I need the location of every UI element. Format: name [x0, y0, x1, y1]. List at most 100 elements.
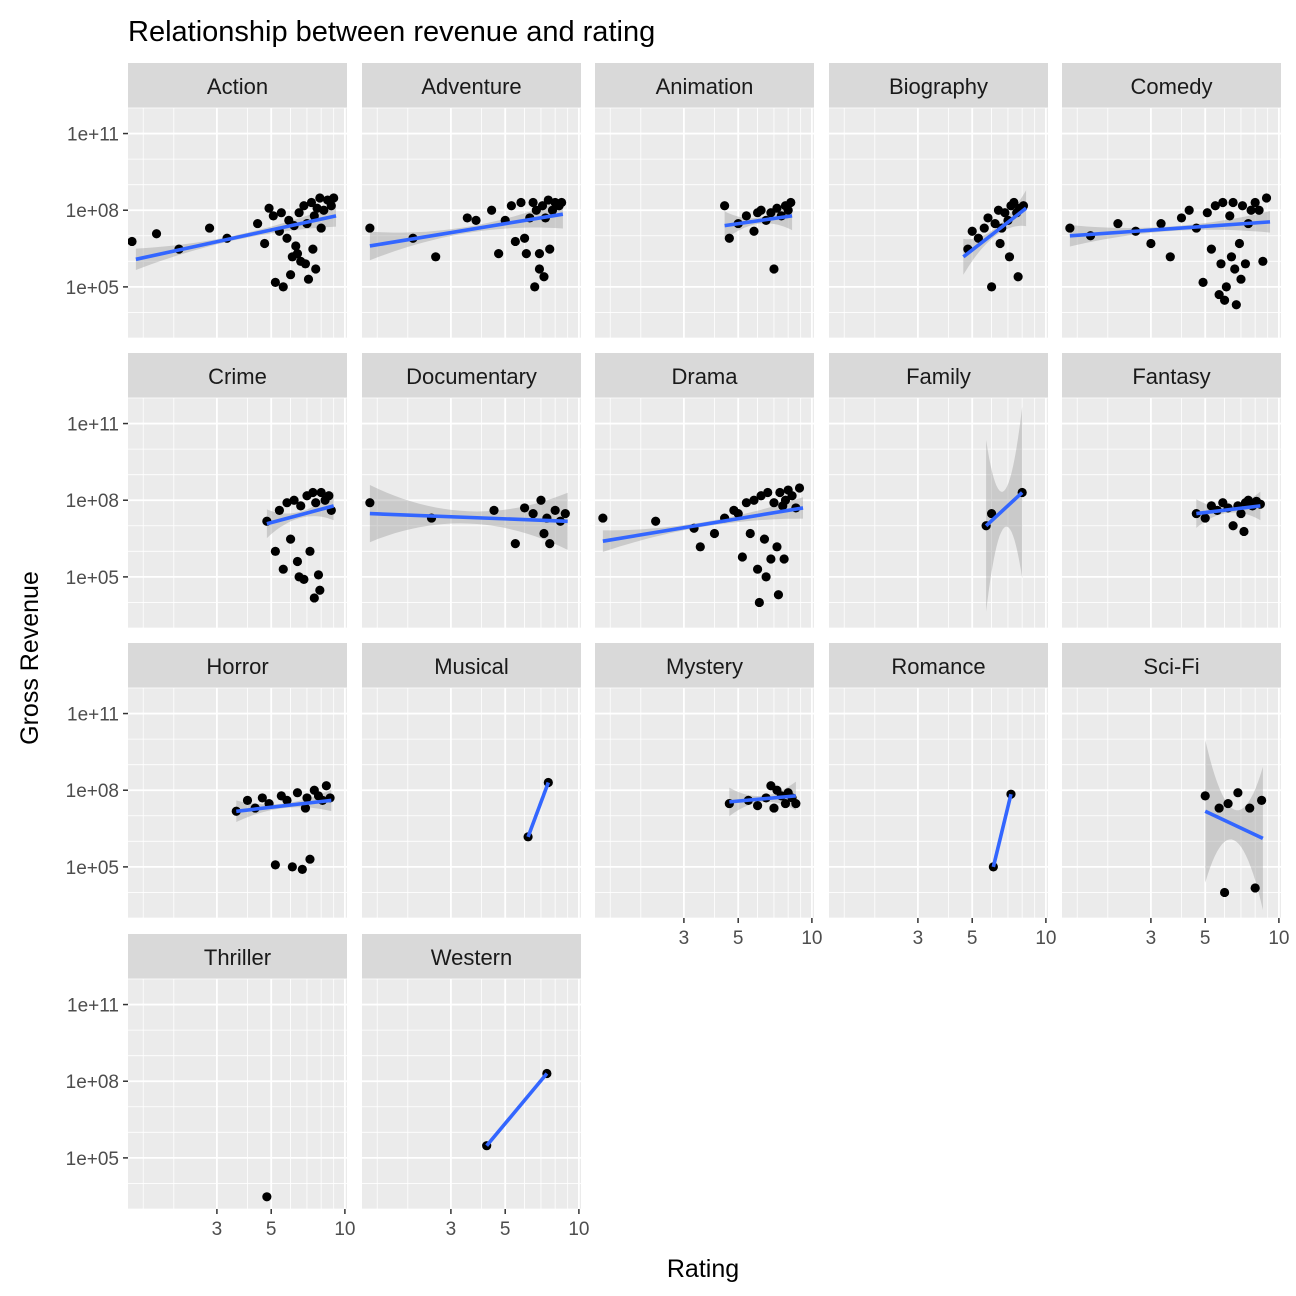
y-tick-label: 1e+11 — [67, 705, 119, 726]
data-point — [741, 211, 751, 221]
regression-line — [369, 511, 568, 524]
data-point — [598, 513, 608, 523]
data-point — [305, 546, 315, 556]
data-point — [365, 223, 375, 233]
facet-plot-area — [523, 777, 553, 842]
data-point — [1258, 256, 1268, 266]
data-point — [1230, 264, 1240, 274]
regression-line — [984, 491, 1024, 528]
facet-strip-label: Sci-Fi — [1143, 654, 1199, 679]
data-point — [311, 498, 321, 508]
data-point — [305, 854, 315, 864]
data-point — [292, 249, 303, 259]
facet-adventure: Adventure — [362, 63, 581, 339]
data-point — [995, 238, 1005, 249]
data-point — [506, 201, 517, 211]
data-point — [1198, 277, 1208, 287]
facet-strip-label: Family — [906, 364, 971, 389]
data-point — [289, 495, 299, 505]
data-point — [262, 1192, 272, 1202]
x-tick-label: 3 — [446, 1219, 457, 1240]
facet-strip — [362, 934, 581, 979]
data-point — [1239, 526, 1249, 537]
data-point — [431, 252, 441, 262]
data-point — [242, 795, 253, 805]
y-tick-label: 1e+05 — [66, 858, 119, 879]
data-point — [324, 491, 334, 501]
facet-panel-background — [829, 688, 1048, 918]
data-point — [231, 806, 241, 816]
data-point — [306, 197, 317, 208]
y-tick-label: 1e+11 — [67, 415, 119, 436]
data-point — [973, 233, 984, 243]
facet-plot-area — [262, 1192, 272, 1202]
facet-strip-label: Fantasy — [1132, 364, 1210, 389]
facet-strip — [128, 63, 347, 108]
facet-strip-label: Biography — [889, 74, 988, 99]
data-point — [783, 205, 793, 215]
data-point — [534, 249, 545, 259]
data-point — [287, 862, 297, 872]
data-point — [278, 564, 288, 574]
facet-strip — [128, 643, 347, 688]
facet-panel-background — [362, 979, 581, 1209]
facet-panel-background — [362, 108, 581, 338]
facet-plot-area — [720, 197, 796, 274]
data-point — [786, 197, 796, 208]
facet-thriller: Thriller 1e+05 1e+08 1e+11 3 5 10 — [66, 934, 355, 1240]
data-point — [769, 803, 779, 813]
facet-strip-label: Musical — [434, 654, 509, 679]
x-tick-label: 10 — [1268, 928, 1289, 949]
data-point — [986, 282, 997, 292]
data-point — [528, 197, 538, 208]
facet-strip — [1062, 63, 1281, 108]
data-point — [1261, 193, 1272, 203]
x-tick-label: 5 — [500, 1219, 511, 1240]
facet-panel-background — [362, 688, 581, 918]
facet-plot-area — [598, 483, 805, 608]
facet-mystery: Mystery 3 5 10 — [595, 643, 822, 949]
data-point — [1250, 883, 1260, 893]
data-point — [1250, 197, 1260, 208]
facet-animation: Animation — [595, 63, 814, 339]
x-axis-title: Rating — [667, 1255, 739, 1283]
facet-action: Action 1e+05 1e+08 1e+11 — [66, 63, 347, 339]
data-point — [749, 495, 759, 505]
data-point — [1218, 197, 1228, 208]
data-point — [990, 218, 1000, 229]
facet-strip-label: Western — [431, 945, 513, 970]
data-point — [763, 487, 773, 498]
x-tick-label: 3 — [212, 1219, 223, 1240]
data-point — [1237, 201, 1248, 211]
data-point — [737, 552, 747, 562]
x-tick-label: 10 — [1035, 928, 1056, 949]
regression-line — [1196, 504, 1261, 516]
facet-strip — [128, 353, 347, 398]
y-axis-title: Gross Revenue — [16, 571, 44, 745]
data-point — [773, 590, 784, 600]
data-point — [268, 211, 278, 221]
data-point — [769, 264, 779, 274]
facet-strip — [128, 934, 347, 979]
facet-plot-area — [365, 195, 567, 292]
data-point — [521, 249, 531, 259]
facet-plot-area — [1200, 739, 1267, 910]
chart-title: Relationship between revenue and rating — [128, 16, 655, 48]
data-point — [1065, 223, 1075, 233]
data-point — [557, 197, 567, 208]
data-point — [1245, 803, 1255, 813]
facet-documentary: Documentary — [362, 353, 581, 629]
data-point — [794, 483, 805, 493]
data-point — [761, 572, 771, 582]
data-point — [270, 277, 280, 287]
data-point — [308, 244, 318, 254]
data-point — [274, 505, 284, 515]
data-point — [733, 508, 743, 519]
data-point — [1225, 211, 1235, 221]
facet-crime: Crime 1e+05 1e+08 1e+11 — [66, 353, 347, 629]
data-point — [1223, 798, 1233, 809]
facet-plot-area — [962, 190, 1029, 292]
data-point — [519, 503, 530, 513]
data-point — [983, 213, 993, 223]
